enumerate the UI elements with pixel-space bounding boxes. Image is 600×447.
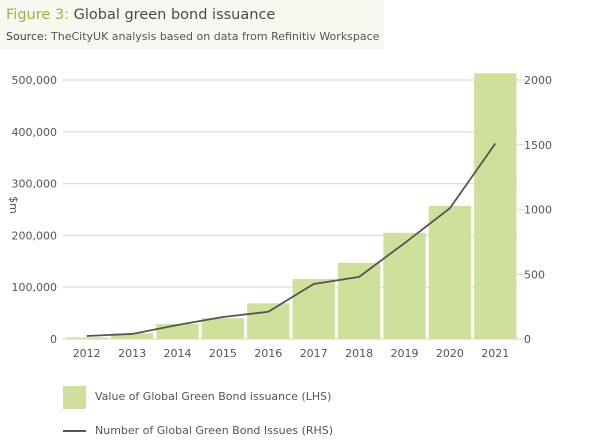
bar bbox=[201, 318, 245, 339]
y-right-tick-label: 0 bbox=[524, 333, 531, 346]
source-text: TheCityUK analysis based on data from Re… bbox=[51, 30, 380, 43]
legend-label-bars: Value of Global Green Bond issuance (LHS… bbox=[95, 390, 332, 403]
legend-label-line: Number of Global Green Bond Issues (RHS) bbox=[95, 424, 334, 437]
y-left-tick-label: 200,000 bbox=[12, 229, 58, 242]
bar bbox=[474, 73, 517, 340]
source-label: Source: bbox=[6, 30, 48, 43]
x-tick-label: 2019 bbox=[391, 347, 419, 360]
y-left-tick-label: 500,000 bbox=[12, 74, 58, 87]
figure-source: Source: TheCityUK analysis based on data… bbox=[6, 30, 379, 43]
y-right-tick-label: 2000 bbox=[524, 74, 552, 87]
bar bbox=[156, 323, 199, 339]
series-line bbox=[86, 142, 497, 337]
x-tick-label: 2012 bbox=[73, 347, 101, 360]
x-tick-label: 2020 bbox=[436, 347, 464, 360]
x-tick-label: 2013 bbox=[118, 347, 146, 360]
y-left-tick-label: 400,000 bbox=[12, 126, 58, 139]
x-tick-label: 2021 bbox=[481, 347, 509, 360]
y-right-tick-label: 500 bbox=[524, 268, 545, 281]
y-left-tick-label: 100,000 bbox=[12, 281, 58, 294]
bar bbox=[337, 262, 381, 339]
figure-title: Figure 3: Global green bond issuance bbox=[6, 7, 275, 23]
bar bbox=[110, 333, 154, 339]
y-left-tick-label: 0 bbox=[50, 333, 57, 346]
y-left-tick-label: 300,000 bbox=[12, 178, 58, 191]
figure-header: Figure 3: Global green bond issuance Sou… bbox=[0, 0, 384, 50]
bar bbox=[383, 232, 426, 339]
x-tick-label: 2018 bbox=[345, 347, 373, 360]
x-tick-label: 2017 bbox=[300, 347, 328, 360]
legend-swatch-bars bbox=[63, 386, 86, 409]
x-tick-label: 2014 bbox=[164, 347, 192, 360]
bar bbox=[292, 278, 335, 339]
bar bbox=[247, 303, 290, 339]
bar bbox=[65, 337, 108, 339]
y-right-tick-label: 1500 bbox=[524, 139, 552, 152]
title-text: Global green bond issuance bbox=[73, 7, 276, 23]
bar bbox=[428, 205, 472, 339]
y-right-tick-label: 1000 bbox=[524, 204, 552, 217]
y-axis-label: $m bbox=[7, 196, 20, 214]
x-tick-label: 2016 bbox=[254, 347, 282, 360]
x-tick-label: 2015 bbox=[209, 347, 237, 360]
figure-label: Figure 3: bbox=[6, 7, 69, 23]
